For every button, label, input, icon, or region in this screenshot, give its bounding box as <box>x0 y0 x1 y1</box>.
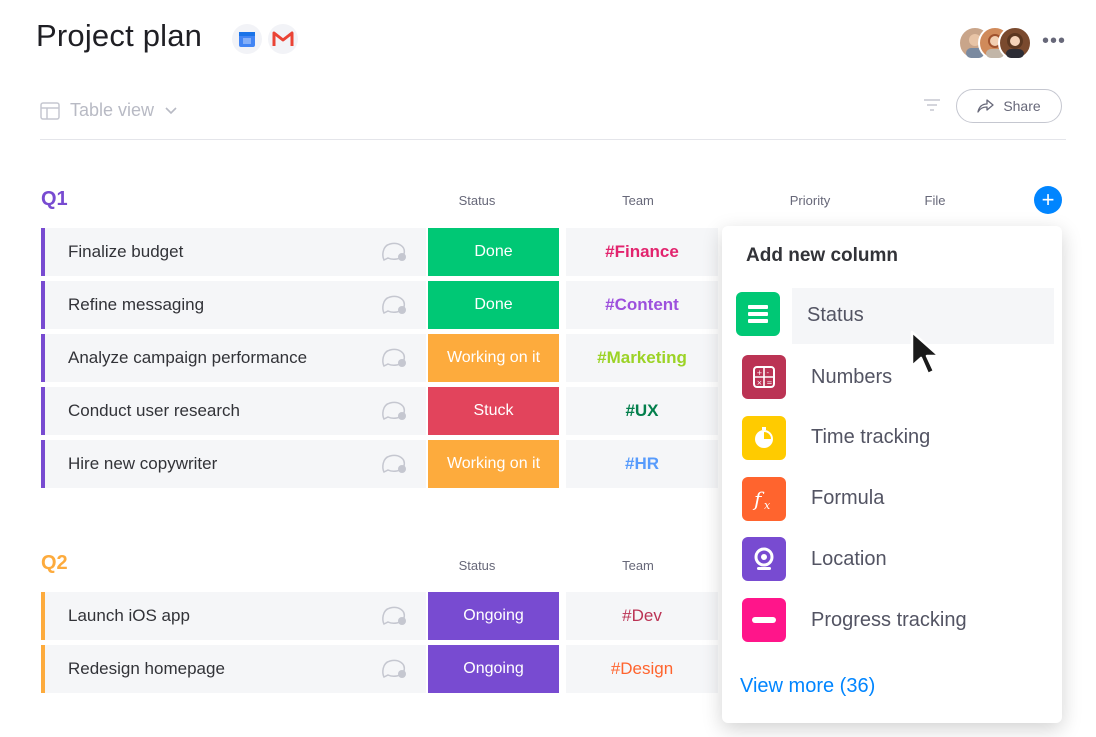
member-avatars[interactable] <box>958 26 1032 60</box>
filter-icon[interactable] <box>922 98 942 112</box>
column-header-team[interactable]: Team <box>622 193 654 208</box>
table-row[interactable]: Hire new copywriter <box>41 440 426 488</box>
table-row[interactable]: Redesign homepage <box>41 645 426 693</box>
group-title-q1[interactable]: Q1 <box>41 188 68 210</box>
status-icon[interactable] <box>736 292 780 336</box>
team-cell[interactable]: #Design <box>566 645 718 693</box>
table-row[interactable]: Conduct user research <box>41 387 426 435</box>
conversation-icon[interactable] <box>380 346 408 370</box>
table-icon <box>40 101 60 120</box>
status-cell[interactable]: Done <box>428 281 559 329</box>
item-name[interactable]: Hire new copywriter <box>68 454 218 473</box>
item-name[interactable]: Finalize budget <box>68 242 184 261</box>
column-header-status[interactable]: Status <box>458 558 496 573</box>
table-row[interactable]: Analyze campaign performance <box>41 334 426 382</box>
menu-item-numbers[interactable]: Numbers <box>811 366 893 388</box>
avatar[interactable] <box>998 26 1032 60</box>
team-cell[interactable]: #HR <box>566 440 718 488</box>
chevron-down-icon <box>165 106 177 114</box>
time-tracking-icon[interactable] <box>742 416 786 460</box>
svg-text:-: - <box>767 369 770 377</box>
share-icon <box>977 99 994 113</box>
add-column-popup: Add new column Status + - × = Numbers Time … <box>722 226 1062 723</box>
status-cell[interactable]: Stuck <box>428 387 559 435</box>
view-more-link[interactable]: View more (36) <box>740 675 876 697</box>
conversation-icon[interactable] <box>380 293 408 317</box>
item-name[interactable]: Refine messaging <box>68 295 205 314</box>
group-title-q2[interactable]: Q2 <box>41 552 68 574</box>
status-cell[interactable]: Working on it <box>428 440 559 488</box>
item-name[interactable]: Conduct user research <box>68 401 240 420</box>
conversation-icon[interactable] <box>380 399 408 423</box>
item-name[interactable]: Analyze campaign performance <box>68 348 308 367</box>
menu-item-status[interactable]: Status <box>807 304 864 326</box>
share-button[interactable]: Share <box>956 89 1062 123</box>
table-row[interactable]: Refine messaging <box>41 281 426 329</box>
item-name[interactable]: Launch iOS app <box>68 606 190 625</box>
menu-item-progress-tracking[interactable]: Progress tracking <box>811 609 967 631</box>
progress-tracking-icon[interactable] <box>742 598 786 642</box>
column-header-status[interactable]: Status <box>458 193 496 208</box>
popup-title: Add new column <box>746 245 898 266</box>
table-row[interactable]: Finalize budget <box>41 228 426 276</box>
column-header-priority[interactable]: Priority <box>789 193 831 208</box>
more-options-icon[interactable]: ••• <box>1042 30 1067 52</box>
svg-text:=: = <box>767 379 773 387</box>
status-cell[interactable]: Ongoing <box>428 645 559 693</box>
conversation-icon[interactable] <box>380 240 408 264</box>
column-header-team[interactable]: Team <box>622 558 654 573</box>
conversation-icon[interactable] <box>380 452 408 476</box>
table-row[interactable]: Launch iOS app <box>41 592 426 640</box>
menu-item-location[interactable]: Location <box>811 548 887 570</box>
page-title: Project plan <box>36 18 203 53</box>
team-cell[interactable]: #Content <box>566 281 718 329</box>
status-cell[interactable]: Ongoing <box>428 592 559 640</box>
team-cell[interactable]: #Finance <box>566 228 718 276</box>
location-icon[interactable] <box>742 537 786 581</box>
svg-text:x: x <box>764 499 771 512</box>
numbers-icon[interactable]: + - × = <box>742 355 786 399</box>
status-cell[interactable]: Working on it <box>428 334 559 382</box>
mouse-cursor-icon <box>910 330 941 376</box>
add-column-button[interactable]: + <box>1034 186 1062 214</box>
svg-text:×: × <box>757 379 763 387</box>
share-label: Share <box>1003 98 1041 114</box>
view-selector[interactable]: Table view <box>40 100 178 121</box>
view-label: Table view <box>70 100 155 120</box>
status-cell[interactable]: Done <box>428 228 559 276</box>
svg-text:+: + <box>757 369 763 377</box>
team-cell[interactable]: #UX <box>566 387 718 435</box>
menu-item-time-tracking[interactable]: Time tracking <box>811 426 931 448</box>
menu-item-formula[interactable]: Formula <box>811 487 885 509</box>
item-name[interactable]: Redesign homepage <box>68 659 225 678</box>
column-header-file[interactable]: File <box>924 193 946 208</box>
team-cell[interactable]: #Marketing <box>566 334 718 382</box>
menu-item-status-highlight[interactable] <box>792 288 1054 344</box>
toolbar-divider <box>40 139 1066 140</box>
team-cell[interactable]: #Dev <box>566 592 718 640</box>
gmail-icon[interactable] <box>268 24 298 54</box>
conversation-icon[interactable] <box>380 657 408 681</box>
google-calendar-icon[interactable] <box>232 24 262 54</box>
conversation-icon[interactable] <box>380 604 408 628</box>
